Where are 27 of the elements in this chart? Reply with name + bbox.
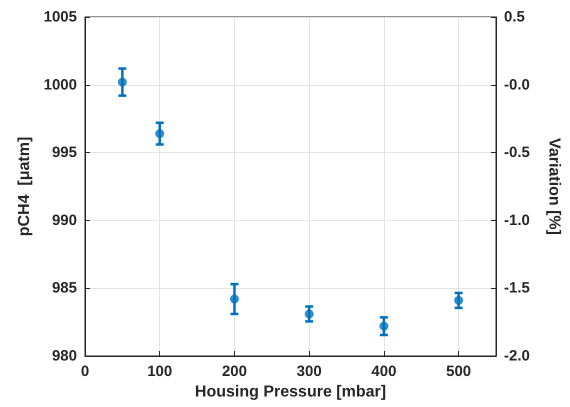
- y-tick-label: 985: [52, 280, 77, 297]
- y-tick-label: 980: [52, 348, 77, 364]
- y-tick-label: 1000: [44, 76, 77, 94]
- x-tick-label: 200: [222, 363, 247, 380]
- point: [118, 78, 127, 87]
- y-tick-label: 990: [52, 212, 77, 229]
- y2-axis-title: Variation [%]: [546, 138, 562, 235]
- x-tick-label: 0: [80, 363, 90, 380]
- point: [155, 129, 164, 138]
- point: [454, 296, 464, 305]
- y-tick-label: 1005: [44, 8, 77, 26]
- x-tick-label: 100: [147, 363, 172, 380]
- y-axis-title: pCH4 [μatm]: [16, 136, 34, 236]
- y2-tick-label: -0.0: [504, 76, 530, 94]
- y2-tick-label: -0.5: [504, 144, 530, 162]
- y-tick-label: 995: [52, 144, 77, 162]
- y2-tick-label: 0.5: [504, 8, 525, 26]
- x-tick-label: 400: [371, 363, 396, 380]
- point: [304, 309, 314, 318]
- point: [230, 294, 239, 304]
- y2-tick-label: -2.0: [504, 348, 530, 364]
- y2-tick-label: -1.0: [504, 212, 530, 229]
- x-axis-title: Housing Pressure [mbar]: [194, 383, 386, 400]
- y2-tick-label: -1.5: [504, 280, 530, 297]
- x-tick-label: 300: [296, 363, 322, 380]
- x-tick-label: 500: [446, 363, 472, 380]
- point: [379, 322, 388, 331]
